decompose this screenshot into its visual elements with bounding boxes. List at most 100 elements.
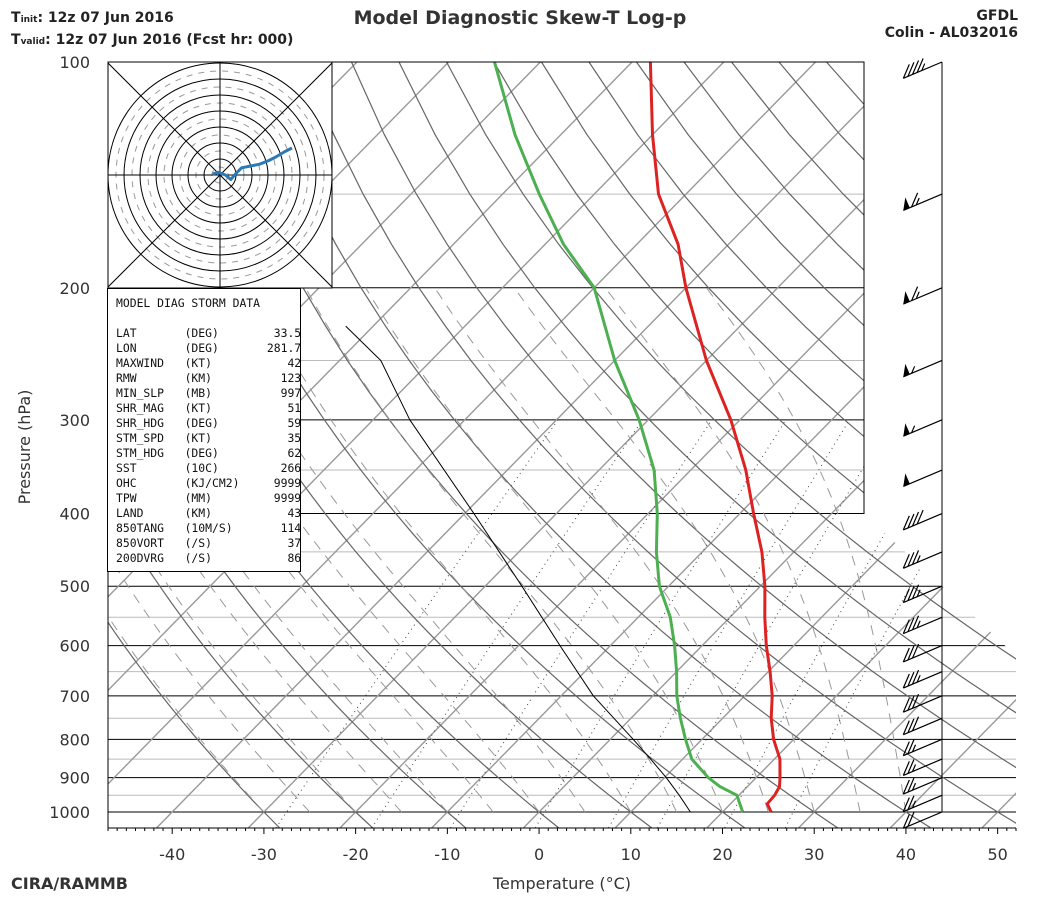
wind-barb-staff xyxy=(903,777,943,795)
wind-barb-flag xyxy=(902,814,910,829)
y-tick-label: 500 xyxy=(59,577,90,596)
wind-barb-pennant xyxy=(903,363,910,377)
wind-barb xyxy=(902,643,943,663)
wind-barb-halfflag xyxy=(911,366,916,374)
dry-adiabat xyxy=(540,62,1016,828)
wind-barb-halfflag xyxy=(921,63,926,71)
wind-barb-flag xyxy=(902,619,910,634)
wind-barb-staff xyxy=(903,469,943,487)
dry-adiabat xyxy=(968,62,1016,828)
moist-adiabat xyxy=(706,287,907,813)
wind-barb xyxy=(903,469,943,487)
wind-barb-flag xyxy=(902,779,910,795)
dry-adiabat xyxy=(398,62,1016,828)
wind-barb-flag xyxy=(902,720,910,735)
wind-barb-staff xyxy=(903,717,943,736)
wind-barb-staff xyxy=(903,738,943,757)
wind-barb-halfflag xyxy=(916,674,921,683)
wind-barb xyxy=(902,777,943,795)
wind-barb-halfflag xyxy=(915,197,920,206)
wind-barb xyxy=(903,286,943,305)
isotherm-line xyxy=(247,62,1000,828)
wind-barb xyxy=(902,509,943,531)
dry-adiabat xyxy=(108,62,374,828)
x-tick-label: 40 xyxy=(896,845,916,864)
dry-adiabat xyxy=(636,62,1016,828)
wind-barb xyxy=(902,550,943,569)
wind-barb xyxy=(902,584,943,604)
wind-barb-flag xyxy=(911,584,920,599)
wind-barb-flag xyxy=(911,694,920,709)
wind-barb-flag xyxy=(907,513,915,529)
dry-adiabat xyxy=(731,62,1016,828)
storm-data-row: OHC (KJ/CM2) 9999 xyxy=(116,476,302,490)
storm-name: Colin - AL032016 xyxy=(884,25,1018,41)
wind-barb-flag xyxy=(911,60,920,75)
wind-barb-staff xyxy=(903,695,943,713)
y-tick-label: 1000 xyxy=(49,803,90,822)
wind-barb-halfflag xyxy=(911,782,917,791)
wind-barb-flag xyxy=(902,515,910,531)
wind-barb xyxy=(902,615,943,635)
wind-barb-staff xyxy=(903,616,943,635)
wind-barb-staff xyxy=(903,794,943,813)
y-axis-label: Pressure (hPa) xyxy=(15,390,34,505)
y-tick-label: 200 xyxy=(59,279,90,298)
dry-adiabat xyxy=(255,62,932,828)
dry-adiabat xyxy=(303,62,1016,828)
credit-label: CIRA/RAMMB xyxy=(11,874,128,893)
wind-barb-halfflag xyxy=(911,425,916,433)
chart-title: Model Diagnostic Skew-T Log-p xyxy=(353,7,687,29)
storm-data-row: STM_SPD (KT) 35 xyxy=(116,431,302,445)
wind-barb-halfflag xyxy=(911,800,917,808)
wind-barb-pennant xyxy=(903,423,910,437)
wind-barb-flag xyxy=(907,795,915,810)
wind-barb-flag xyxy=(907,645,915,661)
wind-barb-staff xyxy=(903,671,943,689)
wind-barb-flag xyxy=(902,761,910,776)
wind-barb-flag xyxy=(916,58,924,73)
isotherm-line xyxy=(0,62,82,828)
isotherm-line xyxy=(522,62,1016,828)
x-tick-label: 50 xyxy=(987,845,1007,864)
wind-barb-staff xyxy=(903,758,943,776)
storm-box-title: MODEL DIAG STORM DATA xyxy=(116,296,261,310)
wind-barb-pennant xyxy=(903,197,910,211)
moist-adiabat xyxy=(205,287,586,813)
model-name: GFDL xyxy=(976,8,1018,24)
x-tick-label: -40 xyxy=(159,845,185,864)
wind-barb xyxy=(902,694,943,713)
wind-barb-halfflag xyxy=(915,291,920,299)
wind-barb-flag xyxy=(907,695,915,711)
isotherm-line xyxy=(431,62,1016,828)
storm-data-row: SHR_MAG (KT) 51 xyxy=(116,401,302,415)
wind-barb xyxy=(902,716,943,736)
mixing-ratio-line xyxy=(450,419,713,828)
dry-adiabat xyxy=(493,62,1016,828)
wind-barb-flag xyxy=(911,615,920,630)
moist-adiabat xyxy=(108,287,311,813)
dry-adiabat xyxy=(208,62,839,828)
wind-barb-flag xyxy=(902,64,910,79)
moist-adiabat xyxy=(108,287,265,813)
wind-barb xyxy=(902,669,943,689)
wind-barb-flag xyxy=(911,716,920,731)
moist-adiabat xyxy=(434,287,769,813)
storm-data-row: LAND (KM) 43 xyxy=(116,506,302,520)
wind-barb-staff xyxy=(903,645,943,663)
wind-barb-halfflag xyxy=(916,555,921,563)
isotherm-line xyxy=(889,62,1016,828)
dry-adiabat xyxy=(873,62,1016,828)
wind-barb-flag xyxy=(907,586,915,601)
moist-adiabat xyxy=(252,287,632,813)
wind-barb-flag xyxy=(911,192,919,208)
mixing-ratio-line xyxy=(784,419,1003,828)
hodograph-inner xyxy=(108,62,332,288)
dry-adiabat xyxy=(350,62,1016,828)
y-tick-label: 400 xyxy=(59,505,90,524)
wind-barb-flag xyxy=(907,617,915,632)
x-tick-label: 30 xyxy=(804,845,824,864)
wind-barb-flag xyxy=(911,511,920,527)
wind-barb-flag xyxy=(902,673,910,689)
isotherm-line xyxy=(706,62,1016,828)
